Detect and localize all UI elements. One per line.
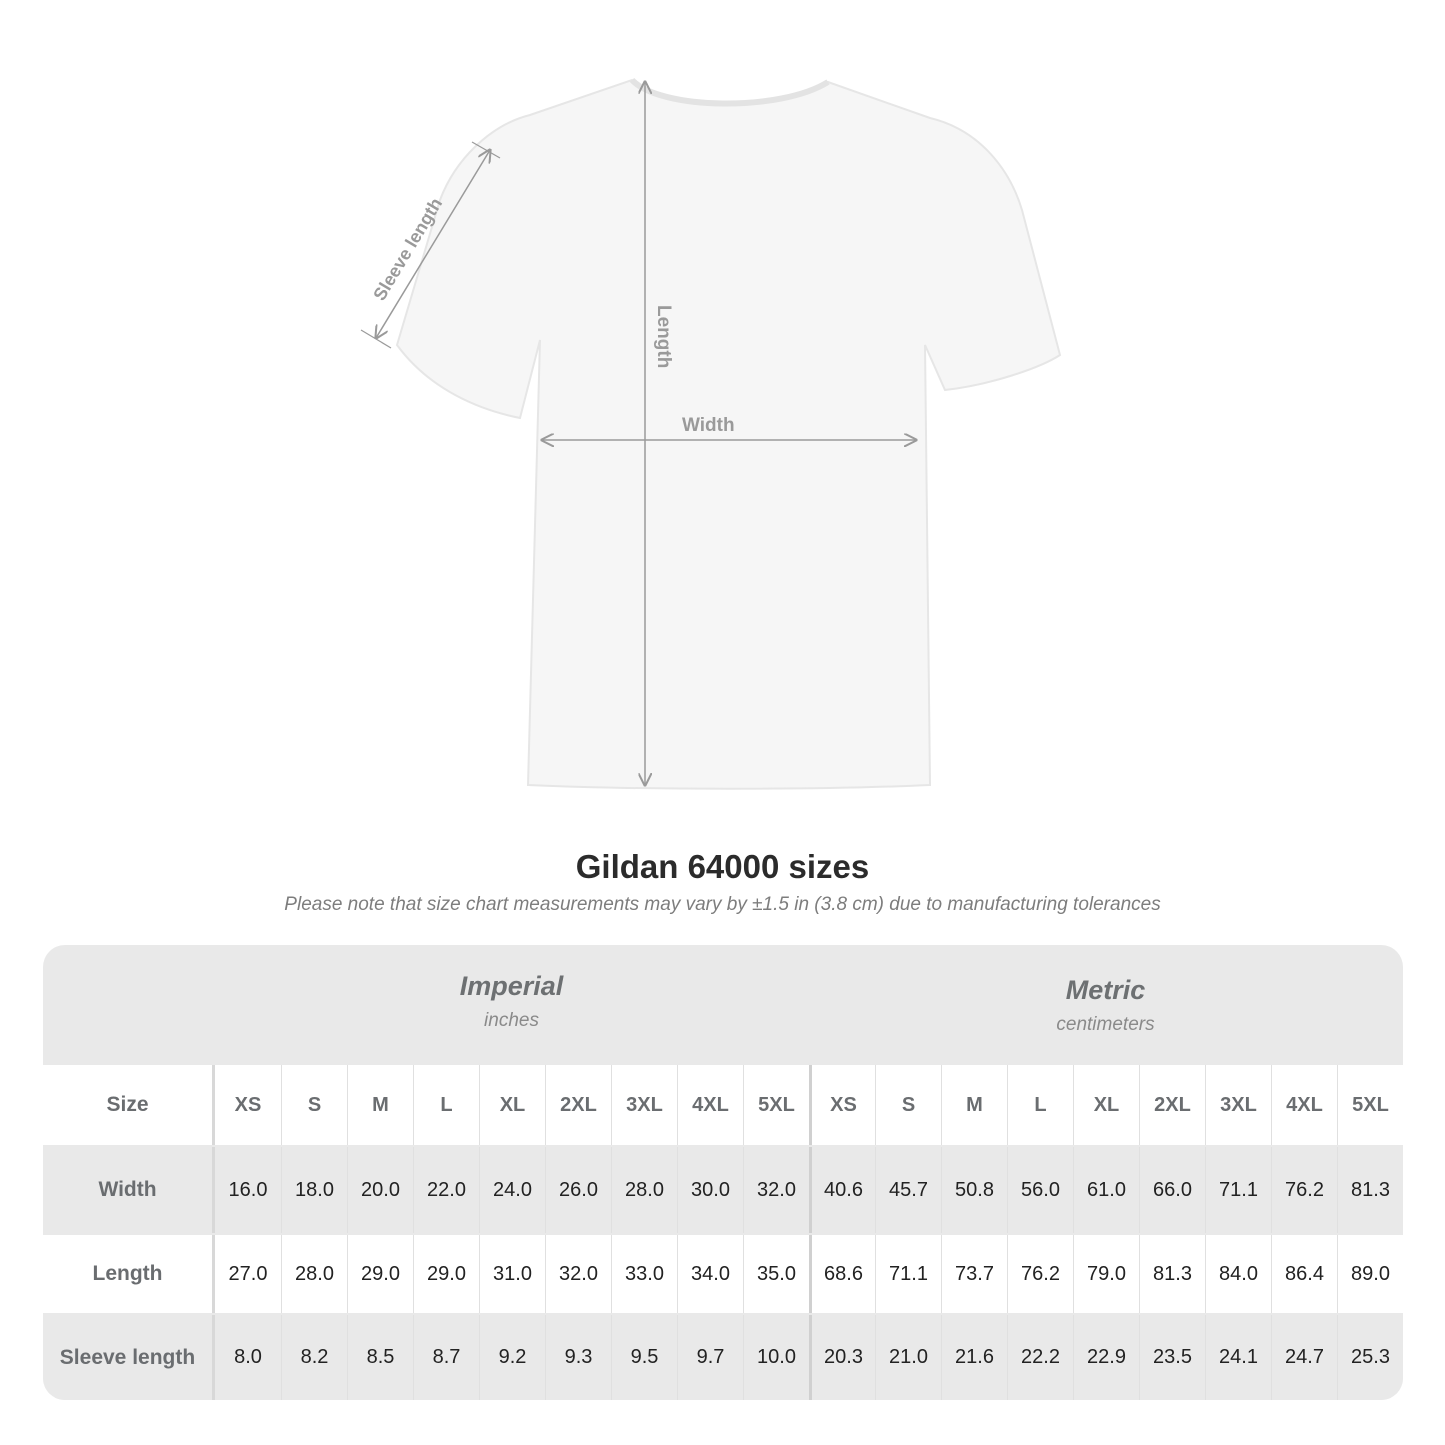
imperial-value-cell: 27.0 bbox=[228, 1262, 268, 1285]
imperial-value-cell: 8.0 bbox=[234, 1346, 262, 1368]
table-row: Length 27.0 28.0 29.0 29.0 31.0 32.0 33.0 34.0 35… bbox=[43, 1235, 1403, 1313]
imperial-value-cell: 26.0 bbox=[545, 1147, 611, 1233]
tolerance-note: Please note that size chart measurements… bbox=[284, 894, 1161, 915]
imperial-size-header: 4XL bbox=[677, 1065, 743, 1145]
imperial-size-header: XL bbox=[479, 1065, 545, 1145]
table-row: Width 16.0 18.0 20.0 22.0 24.0 26.0 28.0 30.0 32.… bbox=[43, 1147, 1403, 1233]
imperial-value-cell: 18.0 bbox=[281, 1147, 347, 1233]
imperial-size-header: L bbox=[413, 1065, 479, 1145]
size-header-row: Size XS S M L XL 2XL 3XL 4XL 5XL XS S M L XL 2XL 3XL 4XL 5… bbox=[43, 1065, 1403, 1145]
imperial-value-cell: 9.2 bbox=[479, 1315, 545, 1400]
page-title: Gildan 64000 sizes bbox=[575, 848, 870, 885]
metric-value-cell: 76.2 bbox=[1007, 1235, 1073, 1313]
metric-value-cell: 68.6 bbox=[809, 1235, 875, 1313]
metric-value-cell: 21.6 bbox=[941, 1315, 1007, 1400]
metric-value-cell: 71.1 bbox=[875, 1235, 941, 1313]
size-label: Size bbox=[43, 1065, 215, 1145]
imperial-value-cell: 20.0 bbox=[347, 1147, 413, 1233]
imperial-value-cell: 34.0 bbox=[677, 1235, 743, 1313]
metric-size-header: 2XL bbox=[1139, 1065, 1205, 1145]
imperial-unit: inches bbox=[484, 1010, 539, 1031]
imperial-value-cell: 9.7 bbox=[677, 1315, 743, 1400]
table-row: Sleeve length 8.0 8.2 8.5 8.7 9.2 9.3 9.5 9.7 10.… bbox=[43, 1315, 1403, 1400]
imperial-size-header: 3XL bbox=[611, 1065, 677, 1145]
imperial-size-header: XS bbox=[234, 1093, 262, 1116]
imperial-label: Imperial bbox=[459, 971, 564, 1001]
metric-size-header: L bbox=[1007, 1065, 1073, 1145]
imperial-header: Imperial inches bbox=[215, 945, 808, 1063]
imperial-value-cell: 32.0 bbox=[545, 1235, 611, 1313]
metric-value-cell: 22.9 bbox=[1073, 1315, 1139, 1400]
imperial-size-header: 5XL bbox=[743, 1065, 809, 1145]
imperial-value-cell: 29.0 bbox=[347, 1235, 413, 1313]
metric-value-cell: 81.3 bbox=[1337, 1147, 1403, 1233]
row-label: Length bbox=[43, 1235, 215, 1313]
metric-value-cell: 23.5 bbox=[1139, 1315, 1205, 1400]
metric-value-cell: 56.0 bbox=[1007, 1147, 1073, 1233]
metric-size-header: 4XL bbox=[1271, 1065, 1337, 1145]
metric-unit: centimeters bbox=[1056, 1014, 1155, 1035]
imperial-value-cell: 22.0 bbox=[413, 1147, 479, 1233]
imperial-value-cell: 9.5 bbox=[611, 1315, 677, 1400]
imperial-value-cell: 33.0 bbox=[611, 1235, 677, 1313]
imperial-value-cell: 32.0 bbox=[743, 1147, 809, 1233]
size-table: Imperial inches Metric centimeters Size X… bbox=[43, 945, 1403, 1400]
metric-value-cell: 45.7 bbox=[875, 1147, 941, 1233]
imperial-value-cell: 30.0 bbox=[677, 1147, 743, 1233]
metric-size-header: 3XL bbox=[1205, 1065, 1271, 1145]
imperial-value-cell: 31.0 bbox=[479, 1235, 545, 1313]
metric-value-cell: 24.1 bbox=[1205, 1315, 1271, 1400]
metric-size-header: 5XL bbox=[1337, 1065, 1403, 1145]
row-label: Width bbox=[43, 1147, 215, 1233]
imperial-value-cell: 8.2 bbox=[281, 1315, 347, 1400]
metric-value-cell: 61.0 bbox=[1073, 1147, 1139, 1233]
width-label: Width bbox=[682, 415, 735, 436]
imperial-value-cell: 8.5 bbox=[347, 1315, 413, 1400]
imperial-value-cell: 35.0 bbox=[743, 1235, 809, 1313]
metric-header: Metric centimeters bbox=[808, 945, 1403, 1063]
metric-value-cell: 50.8 bbox=[941, 1147, 1007, 1233]
metric-value-cell: 24.7 bbox=[1271, 1315, 1337, 1400]
imperial-value-cell: 10.0 bbox=[743, 1315, 809, 1400]
metric-value-cell: 84.0 bbox=[1205, 1235, 1271, 1313]
metric-value-cell: 66.0 bbox=[1139, 1147, 1205, 1233]
metric-value-cell: 20.3 bbox=[809, 1315, 875, 1400]
imperial-value-cell: 9.3 bbox=[545, 1315, 611, 1400]
metric-size-header: S bbox=[875, 1065, 941, 1145]
metric-value-cell: 25.3 bbox=[1337, 1315, 1403, 1400]
metric-value-cell: 71.1 bbox=[1205, 1147, 1271, 1233]
imperial-value-cell: 29.0 bbox=[413, 1235, 479, 1313]
imperial-size-header: S bbox=[281, 1065, 347, 1145]
imperial-value-cell: 24.0 bbox=[479, 1147, 545, 1233]
metric-size-header: XS bbox=[809, 1065, 875, 1145]
metric-value-cell: 21.0 bbox=[875, 1315, 941, 1400]
metric-value-cell: 89.0 bbox=[1337, 1235, 1403, 1313]
metric-size-header: M bbox=[941, 1065, 1007, 1145]
imperial-value-cell: 28.0 bbox=[281, 1235, 347, 1313]
imperial-size-header: 2XL bbox=[545, 1065, 611, 1145]
imperial-value-cell: 28.0 bbox=[611, 1147, 677, 1233]
imperial-value-cell: 16.0 bbox=[228, 1178, 268, 1201]
metric-label: Metric bbox=[1065, 975, 1146, 1005]
metric-value-cell: 76.2 bbox=[1271, 1147, 1337, 1233]
tshirt-diagram: Sleeve length Length Width bbox=[360, 77, 1062, 790]
length-label: Length bbox=[653, 305, 674, 368]
metric-value-cell: 79.0 bbox=[1073, 1235, 1139, 1313]
sleeve-measure-line bbox=[376, 150, 490, 338]
metric-value-cell: 40.6 bbox=[809, 1147, 875, 1233]
metric-value-cell: 22.2 bbox=[1007, 1315, 1073, 1400]
metric-value-cell: 81.3 bbox=[1139, 1235, 1205, 1313]
metric-value-cell: 73.7 bbox=[941, 1235, 1007, 1313]
row-label: Sleeve length bbox=[43, 1315, 215, 1400]
metric-value-cell: 86.4 bbox=[1271, 1235, 1337, 1313]
imperial-size-header: M bbox=[347, 1065, 413, 1145]
metric-size-header: XL bbox=[1073, 1065, 1139, 1145]
imperial-value-cell: 8.7 bbox=[413, 1315, 479, 1400]
